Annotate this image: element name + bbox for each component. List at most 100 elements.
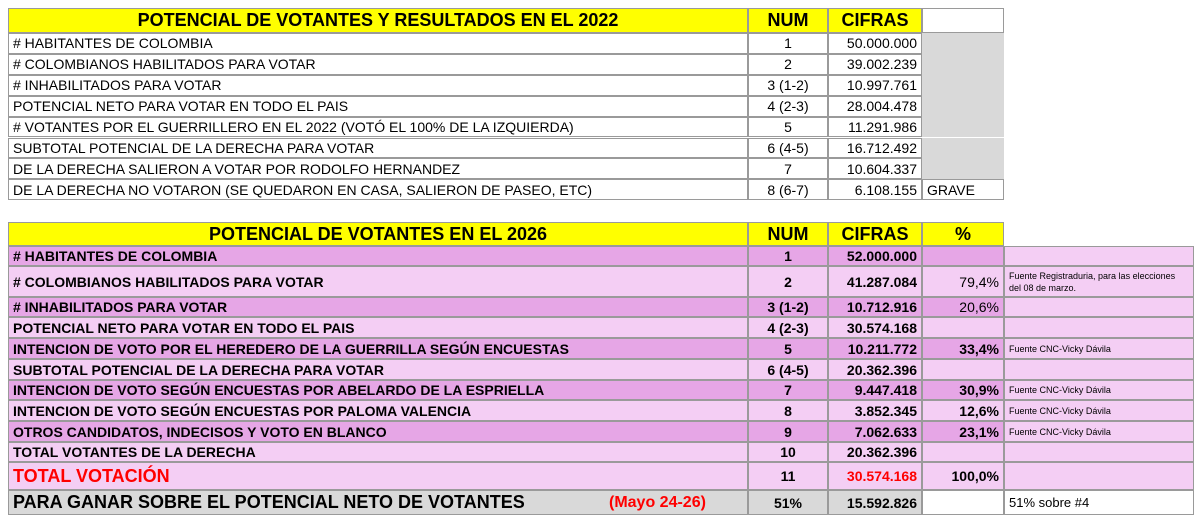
row-value: 52.000.000	[828, 246, 922, 266]
empty-cell	[1004, 359, 1194, 380]
grey-cell	[922, 158, 1004, 180]
row-num: 1	[748, 246, 828, 266]
grey-cell	[922, 74, 1004, 96]
header-cell: POTENCIAL DE VOTANTES EN EL 2026	[8, 222, 748, 246]
empty-cell	[1004, 442, 1194, 462]
empty-cell	[1004, 317, 1194, 338]
empty-cell	[1004, 297, 1194, 317]
row-value: 10.712.916	[828, 297, 922, 317]
header-cell: %	[922, 222, 1004, 246]
row-label: # COLOMBIANOS HABILITADOS PARA VOTAR	[8, 266, 748, 297]
header-cell: CIFRAS	[828, 8, 922, 33]
row-value: 28.004.478	[828, 95, 922, 117]
row-value: 20.362.396	[828, 359, 922, 380]
row-label: TOTAL VOTACIÓN	[8, 462, 748, 490]
row-num: 2	[748, 53, 828, 75]
row-note: Fuente Registraduria, para las eleccione…	[1004, 266, 1194, 297]
row-note: Fuente CNC-Vicky Dávila	[1004, 380, 1194, 400]
empty-cell	[922, 317, 1004, 338]
header-cell: NUM	[748, 8, 828, 33]
row-label: INTENCION DE VOTO SEGÚN ENCUESTAS POR PA…	[8, 400, 748, 421]
row-pct: 100,0%	[922, 462, 1004, 490]
row-note: Fuente CNC-Vicky Dávila	[1004, 400, 1194, 421]
row-pct: 30,9%	[922, 380, 1004, 400]
row-label: SUBTOTAL POTENCIAL DE LA DERECHA PARA VO…	[8, 137, 748, 159]
empty-cell	[1004, 246, 1194, 266]
row-num: 9	[748, 421, 828, 442]
row-label: # HABITANTES DE COLOMBIA	[8, 246, 748, 266]
row-label: PARA GANAR SOBRE EL POTENCIAL NETO DE VO…	[8, 490, 748, 515]
row-label: POTENCIAL NETO PARA VOTAR EN TODO EL PAI…	[8, 317, 748, 338]
row-extra: (Mayo 24-26)	[609, 493, 706, 511]
row-pct: 12,6%	[922, 400, 1004, 421]
empty-cell	[922, 359, 1004, 380]
grey-cell	[922, 137, 1004, 159]
row-num: 6 (4-5)	[748, 137, 828, 159]
empty-cell	[922, 8, 1004, 33]
row-pct: 23,1%	[922, 421, 1004, 442]
row-num: 3 (1-2)	[748, 297, 828, 317]
row-value: 20.362.396	[828, 442, 922, 462]
row-num: 10	[748, 442, 828, 462]
row-label: SUBTOTAL POTENCIAL DE LA DERECHA PARA VO…	[8, 359, 748, 380]
row-label: INTENCION DE VOTO SEGÚN ENCUESTAS POR AB…	[8, 380, 748, 400]
row-num: 11	[748, 462, 828, 490]
empty-cell	[1004, 462, 1194, 490]
row-extra: GRAVE	[922, 179, 1004, 201]
row-label: # COLOMBIANOS HABILITADOS PARA VOTAR	[8, 53, 748, 75]
row-label: POTENCIAL NETO PARA VOTAR EN TODO EL PAI…	[8, 95, 748, 117]
row-num: 4 (2-3)	[748, 95, 828, 117]
row-value: 50.000.000	[828, 33, 922, 54]
row-value: 39.002.239	[828, 53, 922, 75]
row-num: 7	[748, 158, 828, 180]
row-value: 41.287.084	[828, 266, 922, 297]
row-label: # INHABILITADOS PARA VOTAR	[8, 74, 748, 96]
row-label: DE LA DERECHA NO VOTARON (SE QUEDARON EN…	[8, 179, 748, 201]
row-label: OTROS CANDIDATOS, INDECISOS Y VOTO EN BL…	[8, 421, 748, 442]
row-label: # INHABILITADOS PARA VOTAR	[8, 297, 748, 317]
row-label: # VOTANTES POR EL GUERRILLERO EN EL 2022…	[8, 116, 748, 138]
row-num: 5	[748, 338, 828, 359]
row-num: 6 (4-5)	[748, 359, 828, 380]
header-cell: CIFRAS	[828, 222, 922, 246]
row-value: 10.997.761	[828, 74, 922, 96]
row-num: 5	[748, 116, 828, 138]
row-num: 51%	[748, 490, 828, 515]
row-num: 2	[748, 266, 828, 297]
row-num: 4 (2-3)	[748, 317, 828, 338]
row-pct: 33,4%	[922, 338, 1004, 359]
row-num: 8	[748, 400, 828, 421]
row-label: INTENCION DE VOTO POR EL HEREDERO DE LA …	[8, 338, 748, 359]
row-value: 10.211.772	[828, 338, 922, 359]
row-value: 30.574.168	[828, 462, 922, 490]
row-value: 16.712.492	[828, 137, 922, 159]
row-num: 8 (6-7)	[748, 179, 828, 201]
row-note: Fuente CNC-Vicky Dávila	[1004, 338, 1194, 359]
row-value: 15.592.826	[828, 490, 922, 515]
row-value: 11.291.986	[828, 116, 922, 138]
row-value: 9.447.418	[828, 380, 922, 400]
row-value: 3.852.345	[828, 400, 922, 421]
empty-cell	[922, 490, 1004, 515]
grey-cell	[922, 116, 1004, 138]
row-num: 3 (1-2)	[748, 74, 828, 96]
row-value: 10.604.337	[828, 158, 922, 180]
header-cell: POTENCIAL DE VOTANTES Y RESULTADOS EN EL…	[8, 8, 748, 33]
row-num: 7	[748, 380, 828, 400]
row-label: TOTAL VOTANTES DE LA DERECHA	[8, 442, 748, 462]
grey-cell	[922, 53, 1004, 75]
row-pct: 79,4%	[922, 266, 1004, 297]
row-label: # HABITANTES DE COLOMBIA	[8, 33, 748, 54]
row-note: 51% sobre #4	[1004, 490, 1194, 515]
row-num: 1	[748, 33, 828, 54]
grey-cell	[922, 33, 1004, 54]
row-pct: 20,6%	[922, 297, 1004, 317]
grey-cell	[922, 95, 1004, 117]
row-value: 7.062.633	[828, 421, 922, 442]
header-cell: NUM	[748, 222, 828, 246]
empty-cell	[922, 246, 1004, 266]
row-note: Fuente CNC-Vicky Dávila	[1004, 421, 1194, 442]
empty-cell	[922, 442, 1004, 462]
row-value: 30.574.168	[828, 317, 922, 338]
